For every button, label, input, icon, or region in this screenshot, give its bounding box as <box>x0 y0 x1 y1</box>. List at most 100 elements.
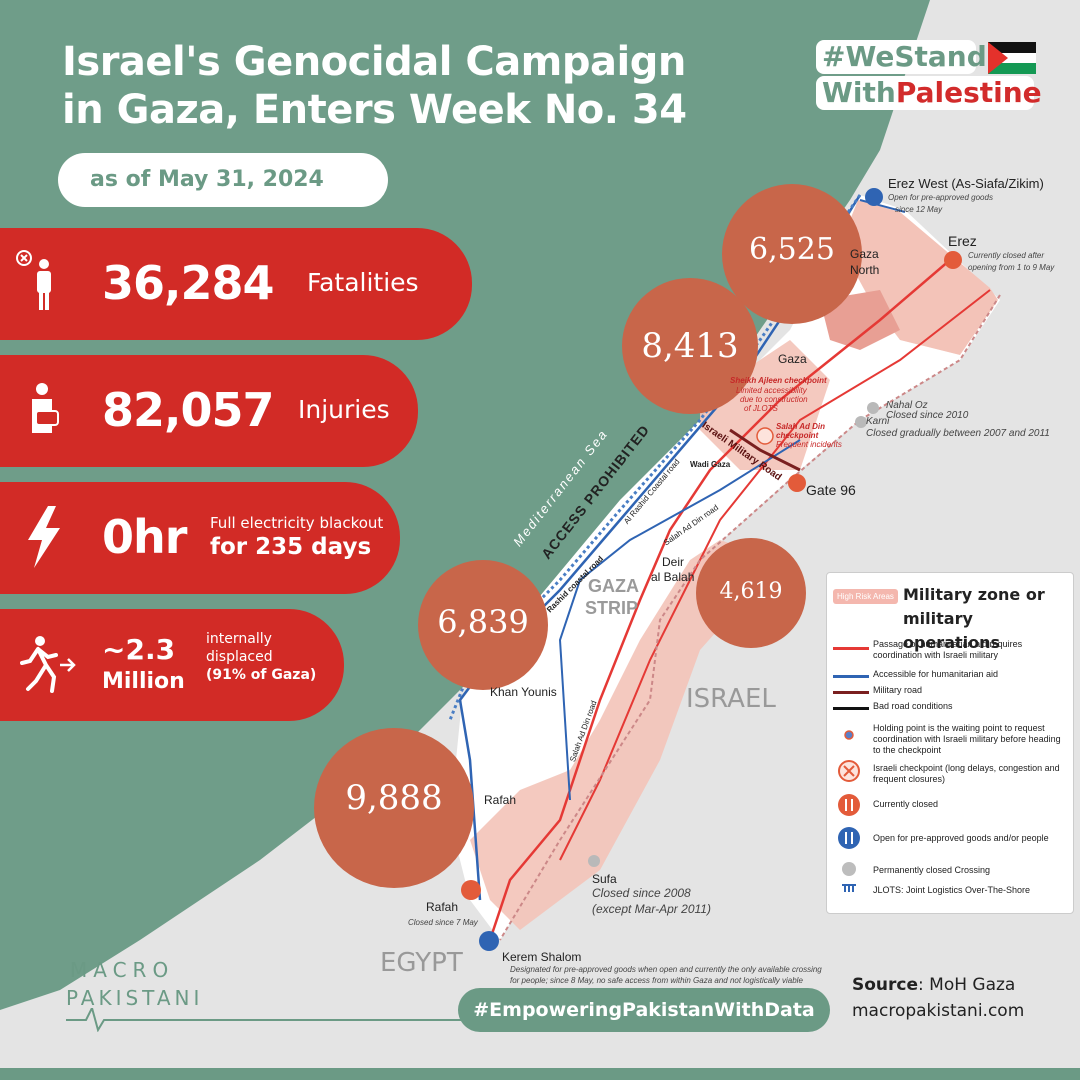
jlots-icon <box>841 883 857 893</box>
high-risk-tag: High Risk Areas <box>833 589 898 604</box>
karni-label: Karni <box>866 416 889 427</box>
blue-line-icon <box>833 673 869 679</box>
legend-item-4: Holding point is the waiting point to re… <box>873 723 1067 756</box>
hashtag-palestine: Palestine <box>896 76 1042 109</box>
legend-item-8: Permanently closed Crossing <box>873 865 1067 876</box>
erez-west-label: Erez West (As-Siafa/Zikim) <box>888 176 1044 191</box>
sufa-note-2: (except Mar-Apr 2011) <box>592 902 711 916</box>
legend-item-3: Bad road conditions <box>873 701 1067 712</box>
gaza-north-label-1: Gaza <box>850 247 879 261</box>
running-person-icon <box>16 631 76 697</box>
checkpoint-note-2: due to construction <box>740 395 808 404</box>
source-value: : MoH Gaza <box>918 975 1015 995</box>
wadi-gaza-label: Wadi Gaza <box>690 460 730 469</box>
erez-label: Erez <box>948 233 977 249</box>
injured-person-icon <box>16 377 70 443</box>
checkpoint-note-1: Limited accessibility <box>736 386 807 395</box>
fatalities-label: Fatalities <box>307 268 419 297</box>
sufa-label: Sufa <box>592 872 617 886</box>
bottom-strip <box>0 1068 1080 1080</box>
karni-note: Closed gradually between 2007 and 2011 <box>866 428 1050 439</box>
rafah-crossing-label: Rafah <box>426 900 458 914</box>
khan-younis-circle: 6,839 <box>418 560 548 690</box>
person-cross-icon <box>16 250 70 316</box>
black-line-icon <box>833 705 869 711</box>
source-block: Source: MoH Gaza macropakistani.com <box>852 972 1024 1024</box>
hashtag-with: With <box>822 76 896 109</box>
empowering-hashtag: #EmpoweringPakistanWithData <box>458 988 830 1032</box>
page-title: Israel's Genocidal Campaign in Gaza, Ent… <box>62 38 782 134</box>
date-pill: as of May 31, 2024 <box>58 153 388 207</box>
checkpoint-label: Sheikh Ajleen checkpoint <box>730 376 827 385</box>
legend-item-7: Open for pre-approved goods and/or peopl… <box>873 833 1067 844</box>
legend-title-1: Military zone or <box>903 583 1073 607</box>
legend-item-2: Military road <box>873 685 1067 696</box>
rafah-city-label: Rafah <box>484 793 516 807</box>
checkpoint-note-3: of JLOTS <box>744 404 778 413</box>
electricity-stat: 0hr Full electricity blackout for 235 da… <box>0 482 400 594</box>
salah-checkpoint-3: Frequent incidents <box>776 440 842 449</box>
kerem-note-2: for people; since 8 May, no safe access … <box>510 976 803 985</box>
gaza-north-label-2: North <box>850 263 879 277</box>
red-line-icon <box>833 645 869 651</box>
erez-west-note-1: Open for pre-approved goods <box>888 193 993 202</box>
erez-note-1: Currently closed after <box>968 251 1044 260</box>
hashtag-line-2: WithPalestine <box>816 76 1034 110</box>
displaced-stat: ~2.3 Million internally displaced (91% o… <box>0 609 344 721</box>
permanently-closed-icon <box>841 861 857 877</box>
nahal-oz-note: Closed since 2010 <box>886 410 968 421</box>
gaza-label: Gaza <box>778 352 807 366</box>
palestine-flag-icon <box>988 42 1036 74</box>
macro-pakistani-logo: MACRO PAKISTANI <box>66 958 206 1028</box>
injuries-value: 82,057 <box>102 383 274 437</box>
deir-al-balah-circle: 4,619 <box>696 538 806 648</box>
gaza-strip-label-1: GAZA <box>588 576 639 597</box>
title-line-2: in Gaza, Enters Week No. 34 <box>62 86 782 134</box>
open-crossing-icon <box>837 826 861 850</box>
logo-line-2: PAKISTANI <box>66 986 206 1010</box>
title-line-1: Israel's Genocidal Campaign <box>62 38 782 86</box>
salah-checkpoint-2: checkpoint <box>776 431 818 440</box>
deir-label-2: al Balah <box>651 570 694 584</box>
legend-item-0: Passage of humanitarian aid requires coo… <box>873 639 1067 661</box>
checkpoint-icon <box>837 759 861 783</box>
israel-label: ISRAEL <box>686 684 776 714</box>
electricity-label-2: for 235 days <box>210 534 371 560</box>
legend-item-5: Israeli checkpoint (long delays, congest… <box>873 763 1067 785</box>
displaced-label-2: displaced <box>206 649 273 665</box>
displaced-label-1: internally <box>206 631 272 647</box>
electricity-value: 0hr <box>102 510 186 564</box>
sufa-note-1: Closed since 2008 <box>592 886 691 900</box>
rafah-crossing-note: Closed since 7 May <box>408 918 478 927</box>
erez-west-note-2: since 12 May <box>895 205 942 214</box>
gate-96-label: Gate 96 <box>806 482 856 498</box>
displaced-value-2: Million <box>102 669 185 694</box>
rafah-circle: 9,888 <box>314 728 474 888</box>
injuries-label: Injuries <box>298 395 390 424</box>
fatalities-stat: 36,284 Fatalities <box>0 228 472 340</box>
displaced-value-1: ~2.3 <box>102 633 175 666</box>
kerem-note-1: Designated for pre-approved goods when o… <box>510 965 822 974</box>
egypt-label: EGYPT <box>380 948 463 978</box>
deir-label-1: Deir <box>662 555 684 569</box>
kerem-shalom-label: Kerem Shalom <box>502 950 581 964</box>
darkred-line-icon <box>833 689 869 695</box>
fatalities-value: 36,284 <box>102 256 274 310</box>
salah-checkpoint-1: Salah Ad Din <box>776 422 825 431</box>
hashtag-line-1: #WeStand <box>816 40 976 74</box>
displaced-label-3: (91% of Gaza) <box>206 667 316 683</box>
legend-item-6: Currently closed <box>873 799 1067 810</box>
map-legend: High Risk Areas Military zone or militar… <box>826 572 1074 914</box>
logo-line-1: MACRO <box>70 958 206 982</box>
injuries-stat: 82,057 Injuries <box>0 355 418 467</box>
holding-point-icon <box>843 729 855 741</box>
heartbeat-line-icon <box>66 1008 526 1032</box>
electricity-label-1: Full electricity blackout <box>210 514 383 532</box>
khan-younis-label: Khan Younis <box>490 685 557 699</box>
closed-crossing-icon <box>837 793 861 817</box>
gaza-strip-label-2: STRIP <box>585 598 638 619</box>
legend-item-9: JLOTS: Joint Logistics Over-The-Shore <box>873 885 1067 896</box>
erez-note-2: opening from 1 to 9 May <box>968 263 1054 272</box>
website-link[interactable]: macropakistani.com <box>852 998 1024 1024</box>
